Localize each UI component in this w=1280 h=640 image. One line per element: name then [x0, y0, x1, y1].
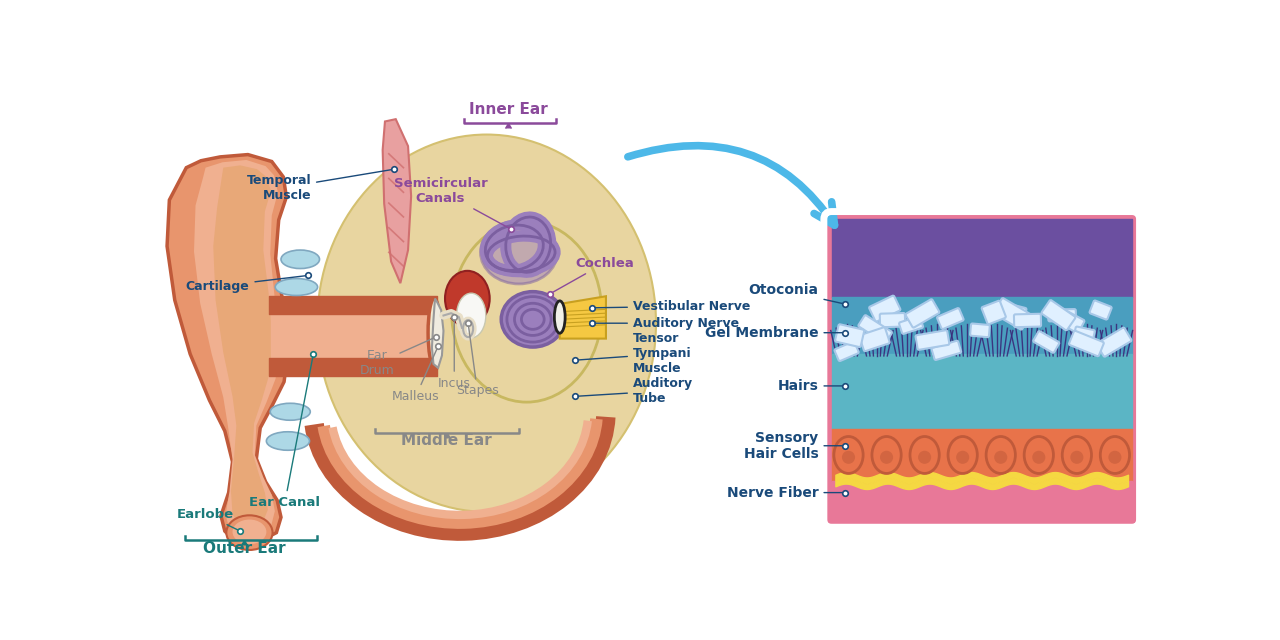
Text: Malleus: Malleus [392, 349, 439, 403]
FancyBboxPatch shape [859, 315, 892, 343]
Text: Incus: Incus [438, 320, 471, 390]
Text: Middle Ear: Middle Ear [401, 433, 492, 448]
FancyBboxPatch shape [835, 342, 859, 361]
Ellipse shape [833, 436, 863, 474]
Ellipse shape [227, 515, 273, 550]
Text: Outer Ear: Outer Ear [202, 541, 285, 556]
Ellipse shape [428, 298, 440, 366]
Ellipse shape [233, 520, 266, 544]
FancyBboxPatch shape [970, 323, 989, 337]
FancyBboxPatch shape [835, 324, 864, 347]
Ellipse shape [1024, 436, 1053, 474]
FancyBboxPatch shape [1048, 309, 1076, 321]
Ellipse shape [872, 436, 901, 474]
Bar [832, 220, 1132, 520]
Ellipse shape [1108, 451, 1121, 464]
Polygon shape [431, 298, 443, 368]
Text: Otoconia: Otoconia [749, 284, 842, 303]
Ellipse shape [881, 451, 893, 464]
Ellipse shape [282, 250, 320, 269]
Text: Inner Ear: Inner Ear [468, 102, 548, 116]
Text: Gel Membrane: Gel Membrane [705, 326, 842, 340]
Text: Hairs: Hairs [777, 379, 842, 393]
Text: Temporal
Muscle: Temporal Muscle [247, 170, 392, 202]
Polygon shape [559, 296, 605, 339]
Ellipse shape [480, 221, 558, 284]
FancyBboxPatch shape [1042, 300, 1075, 330]
Polygon shape [214, 165, 273, 531]
FancyBboxPatch shape [1089, 301, 1111, 319]
Polygon shape [168, 155, 288, 543]
FancyBboxPatch shape [1053, 307, 1084, 333]
Text: Tensor
Tympani
Muscle: Tensor Tympani Muscle [577, 333, 691, 376]
FancyBboxPatch shape [1014, 314, 1041, 327]
Ellipse shape [842, 451, 855, 464]
Ellipse shape [452, 221, 602, 402]
FancyBboxPatch shape [1000, 303, 1027, 323]
Polygon shape [195, 160, 279, 536]
FancyBboxPatch shape [1074, 326, 1094, 344]
Text: Nerve Fiber: Nerve Fiber [727, 486, 842, 500]
Ellipse shape [1070, 451, 1083, 464]
Ellipse shape [1101, 436, 1129, 474]
Ellipse shape [457, 293, 486, 338]
Ellipse shape [918, 451, 931, 464]
FancyBboxPatch shape [993, 298, 1030, 330]
Ellipse shape [266, 432, 310, 451]
Ellipse shape [1032, 451, 1046, 464]
Text: Ear Canal: Ear Canal [250, 356, 320, 509]
Text: Ear
Drum: Ear Drum [360, 338, 433, 377]
Text: Auditory Nerve: Auditory Nerve [595, 317, 739, 330]
FancyBboxPatch shape [932, 340, 961, 360]
Ellipse shape [995, 451, 1007, 464]
Text: Auditory
Tube: Auditory Tube [579, 377, 692, 405]
Ellipse shape [317, 134, 657, 512]
Ellipse shape [554, 301, 566, 333]
Ellipse shape [910, 436, 940, 474]
Text: Sensory
Hair Cells: Sensory Hair Cells [744, 431, 842, 461]
Ellipse shape [956, 451, 969, 464]
FancyBboxPatch shape [824, 212, 1139, 527]
Ellipse shape [445, 271, 490, 326]
FancyBboxPatch shape [879, 313, 905, 327]
Text: Semicircular
Canals: Semicircular Canals [393, 177, 509, 228]
Ellipse shape [275, 278, 317, 296]
FancyBboxPatch shape [899, 316, 923, 334]
Text: Stapes: Stapes [456, 326, 499, 397]
FancyBboxPatch shape [937, 308, 964, 329]
Ellipse shape [948, 436, 978, 474]
Ellipse shape [270, 403, 310, 420]
Text: Vestibular Nerve: Vestibular Nerve [595, 300, 750, 313]
FancyBboxPatch shape [859, 327, 890, 351]
FancyBboxPatch shape [1069, 331, 1103, 356]
Ellipse shape [1062, 436, 1092, 474]
Text: Cochlea: Cochlea [552, 257, 634, 292]
FancyBboxPatch shape [869, 296, 900, 321]
FancyBboxPatch shape [915, 330, 950, 350]
Text: Cartilage: Cartilage [186, 276, 305, 292]
FancyBboxPatch shape [1033, 331, 1060, 353]
Polygon shape [383, 119, 411, 283]
FancyBboxPatch shape [905, 300, 940, 328]
FancyBboxPatch shape [1097, 328, 1132, 356]
Ellipse shape [986, 436, 1015, 474]
FancyBboxPatch shape [982, 301, 1006, 324]
Text: Earlobe: Earlobe [177, 508, 238, 530]
Ellipse shape [502, 292, 564, 347]
